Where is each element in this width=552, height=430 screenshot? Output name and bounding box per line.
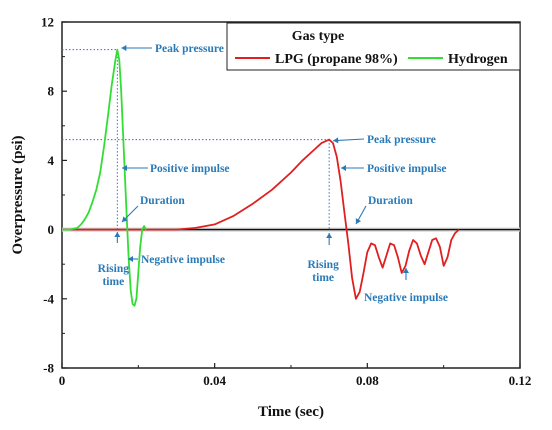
h-negative-impulse-label: Negative impulse [141, 254, 225, 266]
l-rising-arrow-head [326, 233, 333, 238]
y-tick-label: 8 [48, 84, 55, 99]
x-tick-label: 0.12 [509, 373, 532, 388]
h-peak-arrow-head [121, 45, 127, 51]
h-rising-time-label: Rising time [98, 263, 130, 288]
annotation-group: Peak pressure Positive impulse Duration Ris… [98, 43, 448, 304]
y-tick-label: 4 [48, 153, 55, 168]
series-line-lpg [62, 138, 460, 300]
y-tick-label: -4 [43, 291, 54, 306]
x-tick-label: 0.08 [356, 373, 379, 388]
x-axis-title: Time (sec) [258, 404, 324, 420]
legend: Gas type LPG (propane 98%) Hydrogen [226, 22, 521, 71]
reference-lines [62, 49, 520, 232]
l-negative-arrow-head [403, 268, 409, 273]
l-peak-pressure-label: Peak pressure [367, 134, 436, 146]
x-tick-label: 0.04 [203, 373, 226, 388]
y-axis-title: Overpressure (psi) [10, 135, 26, 254]
l-positive-arrow-head [341, 165, 346, 171]
y-tick-label: 0 [48, 222, 55, 237]
series-group [62, 48, 460, 307]
l-positive-impulse-label: Positive impulse [367, 163, 447, 175]
h-positive-impulse-label: Positive impulse [150, 163, 230, 175]
plot-frame [61, 21, 521, 369]
l-negative-impulse-label: Negative impulse [364, 292, 448, 304]
legend-box [226, 22, 521, 71]
y-tick-label: 12 [41, 15, 54, 30]
h-duration-arrow-head [122, 216, 128, 222]
series-line-hydrogen [62, 48, 147, 307]
h-positive-arrow-head [122, 165, 127, 171]
l-rising-time-label: Rising time [308, 259, 340, 284]
h-rising-arrow-head [114, 232, 121, 237]
l-duration-label: Duration [368, 195, 413, 207]
legend-title: Gas type [292, 29, 345, 44]
legend-label-hydrogen: Hydrogen [448, 52, 508, 67]
x-tick-label: 0 [59, 373, 66, 388]
l-duration-arrow-head [355, 218, 362, 224]
y-tick-label: -8 [43, 361, 54, 376]
h-duration-label: Duration [140, 195, 185, 207]
h-peak-pressure-label: Peak pressure [155, 43, 224, 55]
l-peak-arrow-head [333, 137, 339, 144]
h-negative-arrow-head [128, 256, 133, 262]
legend-label-lpg: LPG (propane 98%) [275, 52, 398, 67]
tick-group: 0 0.04 0.08 0.12 -8 -4 0 4 8 12 [41, 15, 531, 389]
l-peak-arrow [333, 138, 365, 142]
